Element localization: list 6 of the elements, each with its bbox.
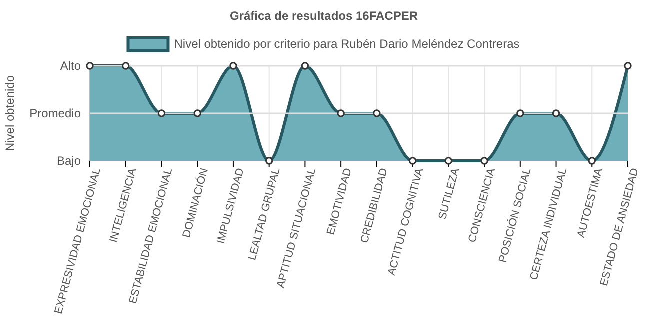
legend-label: Nivel obtenido por criterio para Rubén Dario Meléndez Contreras [174,37,520,51]
ref-line-label: Alto [60,58,82,73]
y-axis-title: Nivel obtenido [3,75,17,152]
chart-title: Gráfica de resultados 16FACPER [230,9,418,23]
text: Bajo [56,154,82,168]
ref-line-label: Promedio [30,106,82,120]
